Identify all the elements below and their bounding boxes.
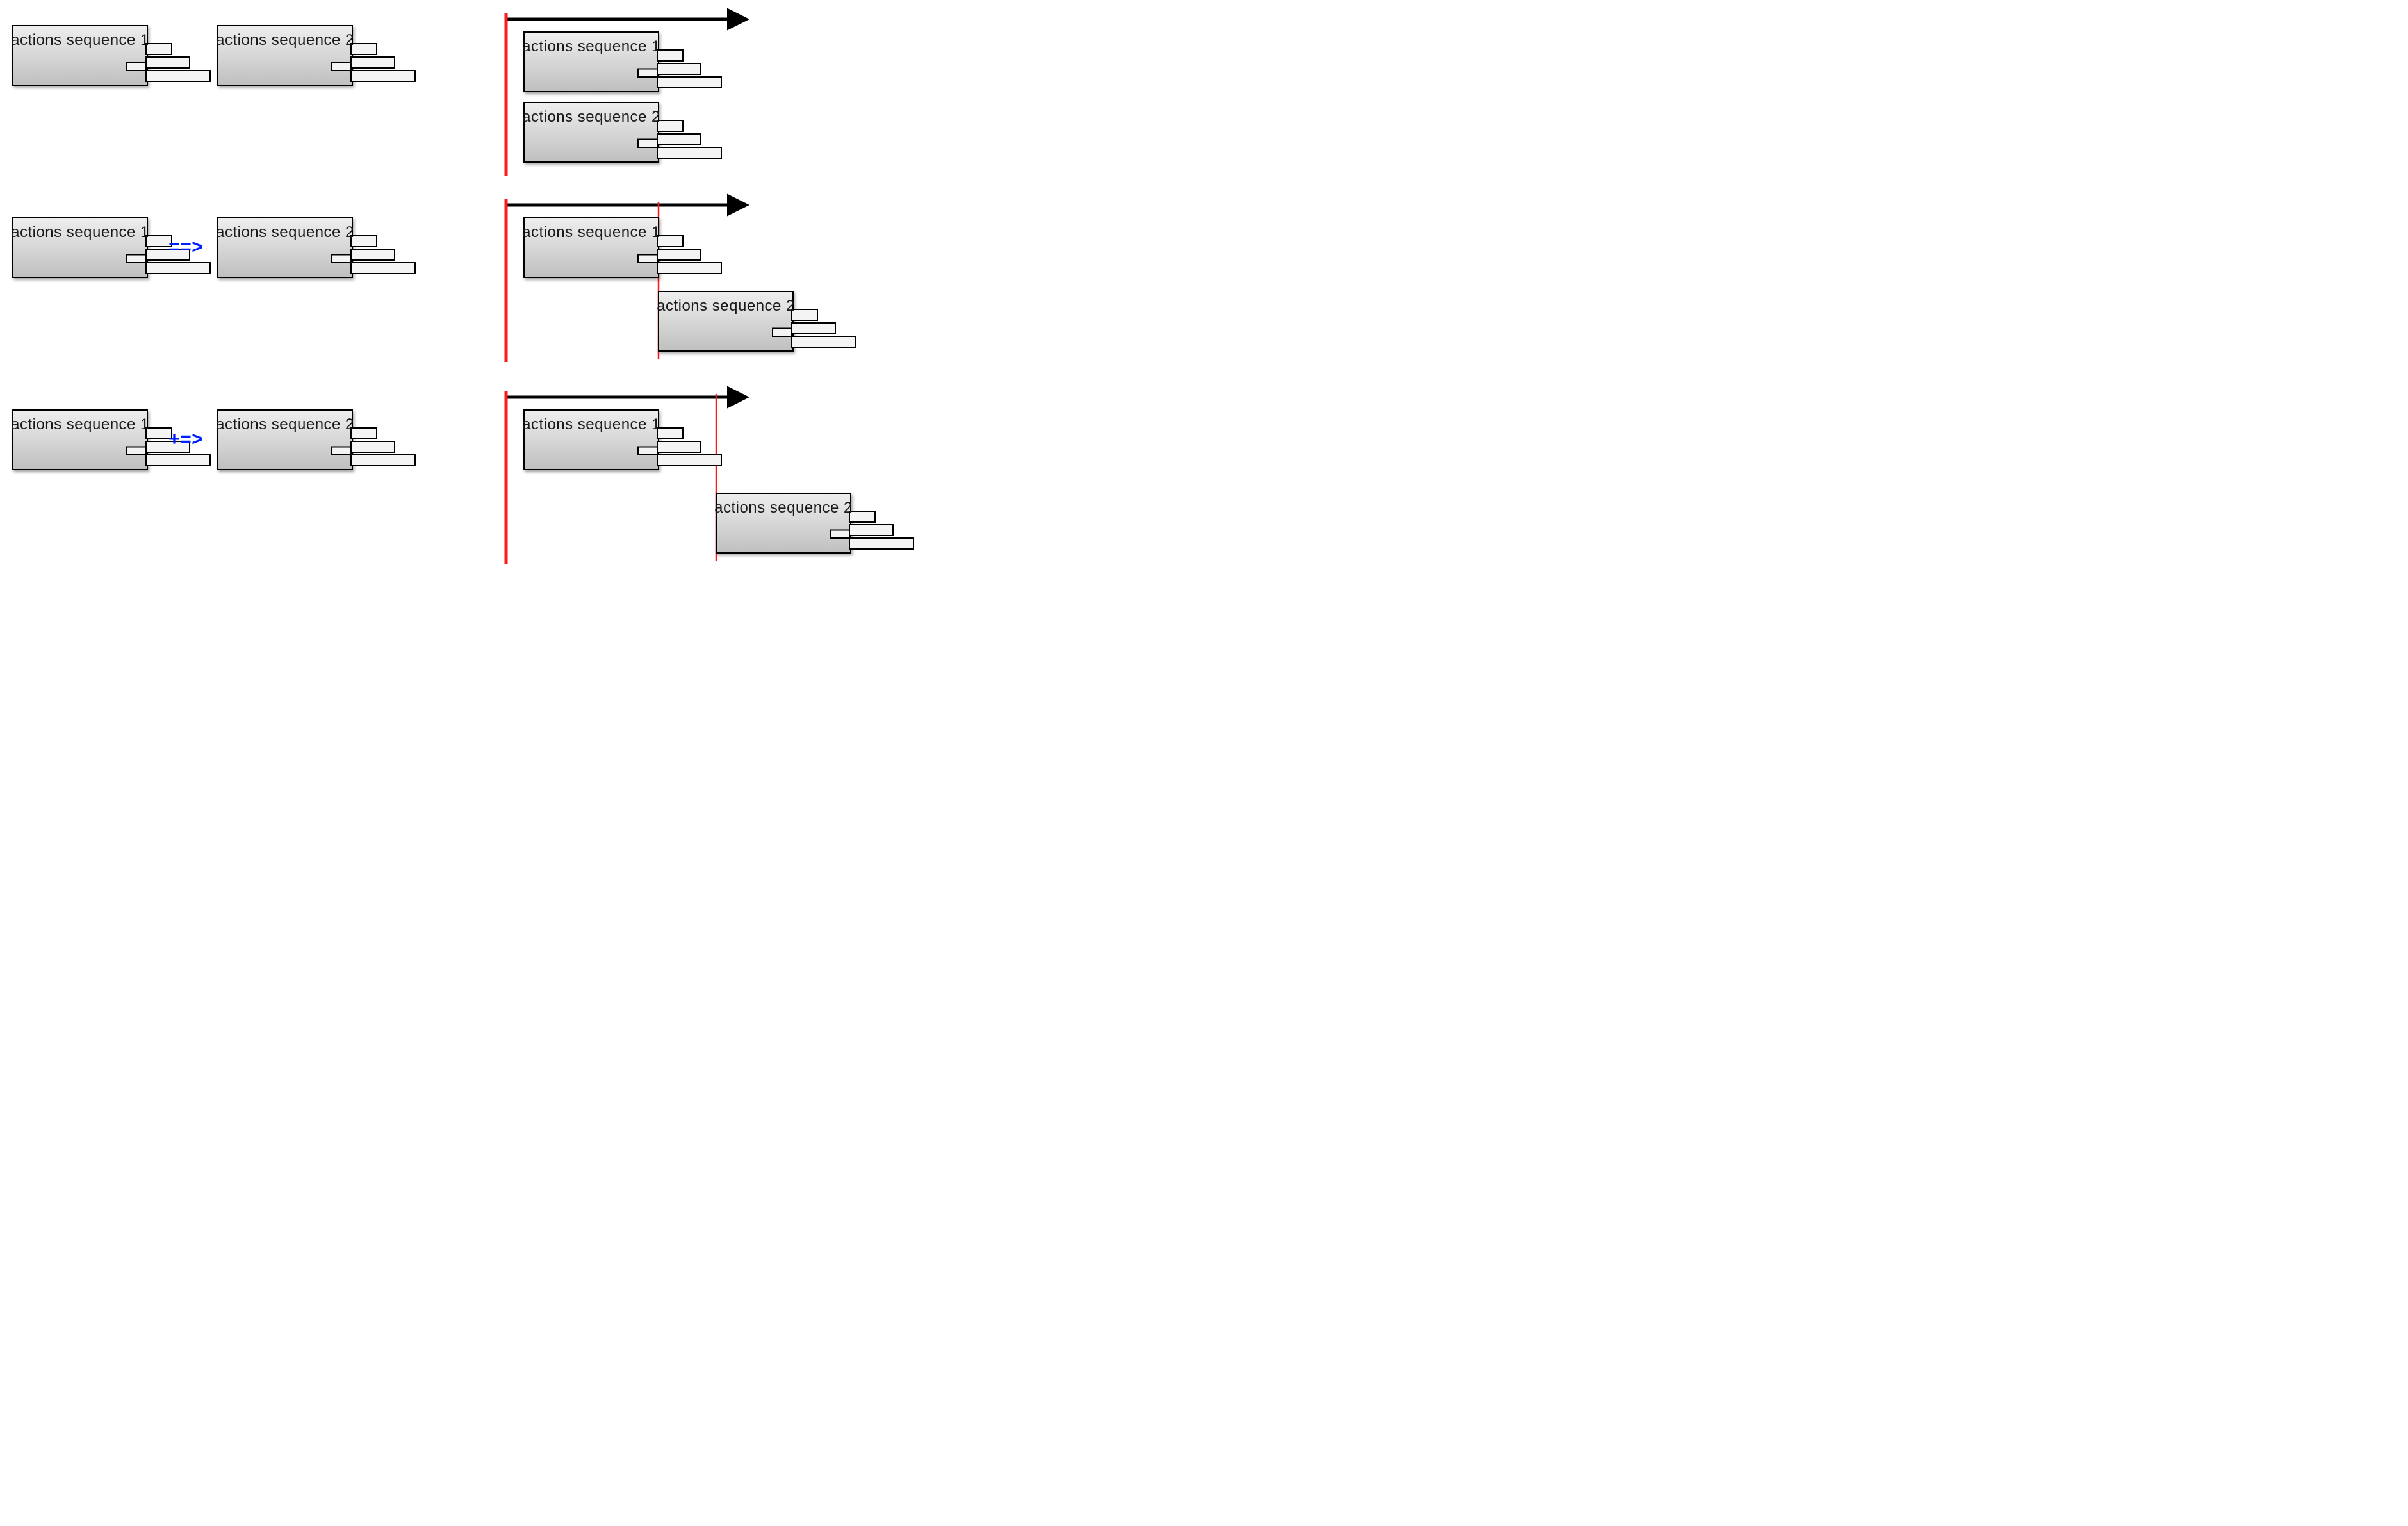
box-label: actions sequence 1 xyxy=(11,31,149,49)
box-label: actions sequence 2 xyxy=(216,31,354,49)
box-label: actions sequence 2 xyxy=(216,224,354,241)
right-box-1-1: actions sequence 2 xyxy=(657,291,856,351)
left-box-2-1: actions sequence 2 xyxy=(216,410,415,470)
right-box-0-1: actions sequence 2 xyxy=(522,103,721,162)
operator-label: +=> xyxy=(168,430,203,452)
operator-label: ==> xyxy=(168,238,203,259)
box-label: actions sequence 1 xyxy=(522,416,660,433)
box-label: actions sequence 2 xyxy=(714,499,853,516)
box-label: actions sequence 2 xyxy=(657,297,795,315)
box-label: actions sequence 2 xyxy=(216,416,354,433)
box-label: actions sequence 1 xyxy=(11,224,149,241)
box-label: actions sequence 1 xyxy=(522,38,660,55)
right-box-0-0: actions sequence 1 xyxy=(522,32,721,92)
box-label: actions sequence 1 xyxy=(522,224,660,241)
left-box-0-1: actions sequence 2 xyxy=(216,26,415,85)
right-box-2-1: actions sequence 2 xyxy=(714,493,913,553)
left-box-0-0: actions sequence 1 xyxy=(11,26,210,85)
box-label: actions sequence 1 xyxy=(11,416,149,433)
right-box-1-0: actions sequence 1 xyxy=(522,218,721,277)
box-label: actions sequence 2 xyxy=(522,108,660,126)
left-box-1-1: actions sequence 2 xyxy=(216,218,415,277)
right-box-2-0: actions sequence 1 xyxy=(522,410,721,470)
